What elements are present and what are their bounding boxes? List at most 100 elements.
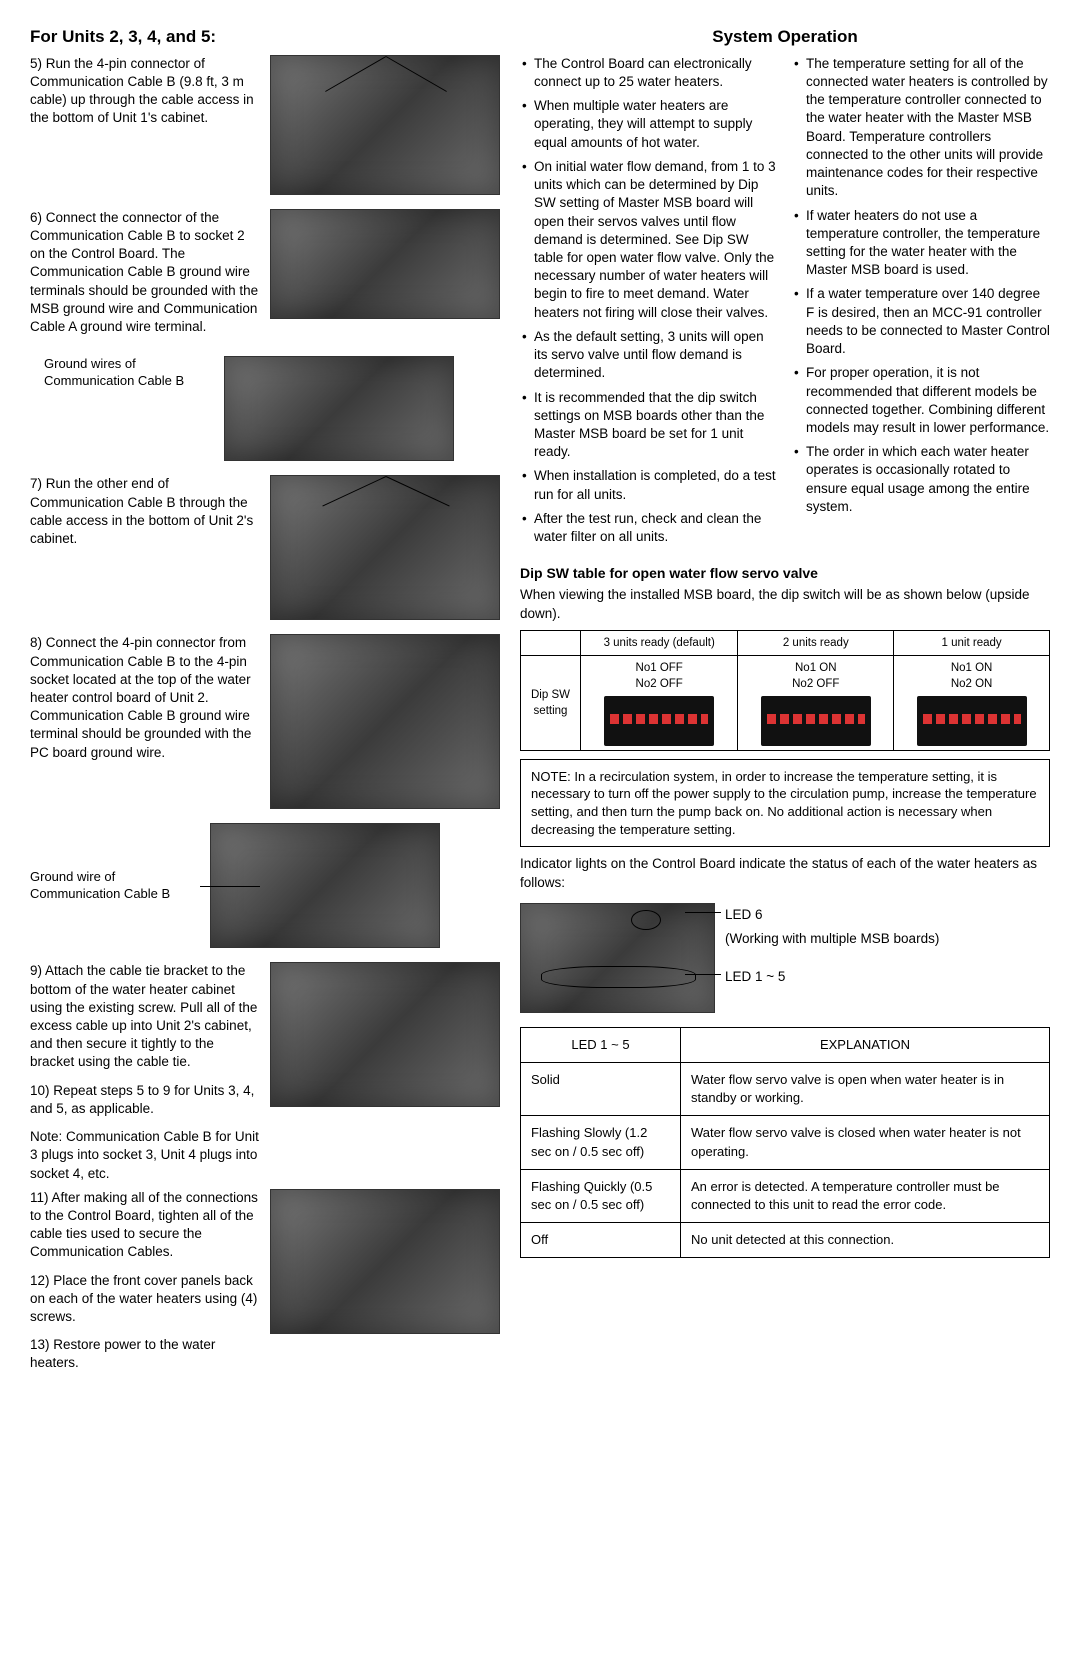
step-9-text: 9) Attach the cable tie bracket to the b…	[30, 962, 260, 1071]
step-9-row: 9) Attach the cable tie bracket to the b…	[30, 962, 500, 1182]
led-state: Solid	[521, 1063, 681, 1116]
dip-col-header: 3 units ready (default)	[581, 630, 738, 655]
page-root: For Units 2, 3, 4, and 5: 5) Run the 4-p…	[30, 25, 1050, 1387]
led-explanation: Water flow servo valve is open when wate…	[681, 1063, 1050, 1116]
ops-item: For proper operation, it is not recommen…	[806, 364, 1050, 437]
led-table-row: Flashing Quickly (0.5 sec on / 0.5 sec o…	[521, 1169, 1050, 1222]
ops-item: On initial water flow demand, from 1 to …	[534, 158, 778, 322]
left-column: For Units 2, 3, 4, and 5: 5) Run the 4-p…	[30, 25, 500, 1387]
note-box: NOTE: In a recirculation system, in orde…	[520, 759, 1050, 847]
dip-col-header: 2 units ready	[738, 630, 894, 655]
step-6-images	[270, 209, 500, 351]
step-5-image	[270, 55, 500, 195]
note-unit3: Note: Communication Cable B for Unit 3 p…	[30, 1128, 260, 1183]
step-8-caption: Ground wire of Communication Cable B	[30, 869, 200, 903]
step-11-text: 11) After making all of the connections …	[30, 1189, 260, 1262]
dip-switch-graphic	[604, 696, 714, 746]
ops-item: When installation is completed, do a tes…	[534, 467, 778, 503]
ops-item: After the test run, check and clean the …	[534, 510, 778, 546]
step-6-body: 6) Connect the connector of the Communic…	[30, 209, 260, 337]
step-6-text: 6) Connect the connector of the Communic…	[30, 209, 260, 351]
right-column: System Operation The Control Board can e…	[520, 25, 1050, 1387]
dip-row-label: Dip SW setting	[521, 655, 581, 750]
ops-list-2: The temperature setting for all of the c…	[792, 55, 1050, 516]
dip-setting-line: No1 ON	[900, 660, 1043, 676]
dip-setting-line: No1 OFF	[587, 660, 731, 676]
led-table-header: LED 1 ~ 5 EXPLANATION	[521, 1027, 1050, 1062]
dip-table-title: Dip SW table for open water flow servo v…	[520, 564, 1050, 584]
dip-blank-header	[521, 630, 581, 655]
step-7-image	[270, 475, 500, 620]
ops-col-1: The Control Board can electronically con…	[520, 55, 778, 552]
dip-cell: No1 ON No2 OFF	[738, 655, 894, 750]
step-8-caption-row: Ground wire of Communication Cable B	[30, 823, 500, 948]
ops-item: The Control Board can electronically con…	[534, 55, 778, 91]
dip-table: 3 units ready (default) 2 units ready 1 …	[520, 630, 1050, 751]
step-12-text: 12) Place the front cover panels back on…	[30, 1272, 260, 1327]
left-heading: For Units 2, 3, 4, and 5:	[30, 25, 500, 49]
step-9-col: 9) Attach the cable tie bracket to the b…	[30, 962, 260, 1182]
dip-table-sub: When viewing the installed MSB board, th…	[520, 586, 1050, 624]
led-explanation: No unit detected at this connection.	[681, 1223, 1050, 1258]
ops-item: If a water temperature over 140 degree F…	[806, 285, 1050, 358]
led-table-row: Solid Water flow servo valve is open whe…	[521, 1063, 1050, 1116]
step-7-text: 7) Run the other end of Communication Ca…	[30, 475, 260, 620]
right-heading: System Operation	[520, 25, 1050, 49]
dip-setting-line: No1 ON	[744, 660, 887, 676]
ops-item: As the default setting, 3 units will ope…	[534, 328, 778, 383]
ops-item: When multiple water heaters are operatin…	[534, 97, 778, 152]
ops-col-2: The temperature setting for all of the c…	[792, 55, 1050, 552]
indicator-intro: Indicator lights on the Control Board in…	[520, 855, 1050, 893]
led-table: LED 1 ~ 5 EXPLANATION Solid Water flow s…	[520, 1027, 1050, 1259]
dip-cell: No1 OFF No2 OFF	[581, 655, 738, 750]
dip-col-header: 1 unit ready	[894, 630, 1050, 655]
dip-data-row: Dip SW setting No1 OFF No2 OFF No1 ON No…	[521, 655, 1050, 750]
dip-setting-line: No2 OFF	[587, 676, 731, 692]
step-9-image	[270, 962, 500, 1182]
dip-switch-graphic	[761, 696, 871, 746]
dip-setting-line: No2 OFF	[744, 676, 887, 692]
led6-sub: (Working with multiple MSB boards)	[725, 931, 939, 946]
led-explanation: An error is detected. A temperature cont…	[681, 1169, 1050, 1222]
step-6-caption-row: Ground wires of Communication Cable B	[30, 356, 500, 461]
led-table-row: Flashing Slowly (1.2 sec on / 0.5 sec of…	[521, 1116, 1050, 1169]
led-th: EXPLANATION	[681, 1027, 1050, 1062]
dip-switch-graphic	[917, 696, 1027, 746]
led-state: Flashing Quickly (0.5 sec on / 0.5 sec o…	[521, 1169, 681, 1222]
led-th: LED 1 ~ 5	[521, 1027, 681, 1062]
step-5-text: 5) Run the 4-pin connector of Communicat…	[30, 55, 260, 195]
dip-setting-line: No2 ON	[900, 676, 1043, 692]
step-8-caption-text: Ground wire of Communication Cable B	[30, 869, 170, 901]
dip-header-row: 3 units ready (default) 2 units ready 1 …	[521, 630, 1050, 655]
step-8-text: 8) Connect the 4-pin connector from Comm…	[30, 634, 260, 809]
ops-item: The order in which each water heater ope…	[806, 443, 1050, 516]
step-11-col: 11) After making all of the connections …	[30, 1189, 260, 1373]
led-labels: LED 6 (Working with multiple MSB boards)…	[725, 903, 939, 990]
step-7-row: 7) Run the other end of Communication Ca…	[30, 475, 500, 620]
step-6b-image	[224, 356, 454, 461]
ops-item: It is recommended that the dip switch se…	[534, 389, 778, 462]
step-11-row: 11) After making all of the connections …	[30, 1189, 500, 1373]
led-state: Off	[521, 1223, 681, 1258]
ops-item: The temperature setting for all of the c…	[806, 55, 1050, 201]
step-6-caption: Ground wires of Communication Cable B	[44, 356, 214, 461]
led-board-image	[520, 903, 715, 1013]
step-5-row: 5) Run the 4-pin connector of Communicat…	[30, 55, 500, 195]
dip-cell: No1 ON No2 ON	[894, 655, 1050, 750]
ops-item: If water heaters do not use a temperatur…	[806, 207, 1050, 280]
step-13-text: 13) Restore power to the water heaters.	[30, 1336, 260, 1372]
step-11-image	[270, 1189, 500, 1373]
led6-text: LED 6	[725, 907, 763, 922]
led-state: Flashing Slowly (1.2 sec on / 0.5 sec of…	[521, 1116, 681, 1169]
led-explanation: Water flow servo valve is closed when wa…	[681, 1116, 1050, 1169]
step-6-row: 6) Connect the connector of the Communic…	[30, 209, 500, 351]
ops-list-1: The Control Board can electronically con…	[520, 55, 778, 546]
led-table-row: Off No unit detected at this connection.	[521, 1223, 1050, 1258]
operation-columns: The Control Board can electronically con…	[520, 55, 1050, 552]
led6-label: LED 6 (Working with multiple MSB boards)	[725, 903, 939, 952]
step-10-text: 10) Repeat steps 5 to 9 for Units 3, 4, …	[30, 1082, 260, 1118]
led-figure: LED 6 (Working with multiple MSB boards)…	[520, 903, 1050, 1013]
step-8-row: 8) Connect the 4-pin connector from Comm…	[30, 634, 500, 809]
step-8-image	[270, 634, 500, 809]
led15-label: LED 1 ~ 5	[725, 965, 939, 989]
